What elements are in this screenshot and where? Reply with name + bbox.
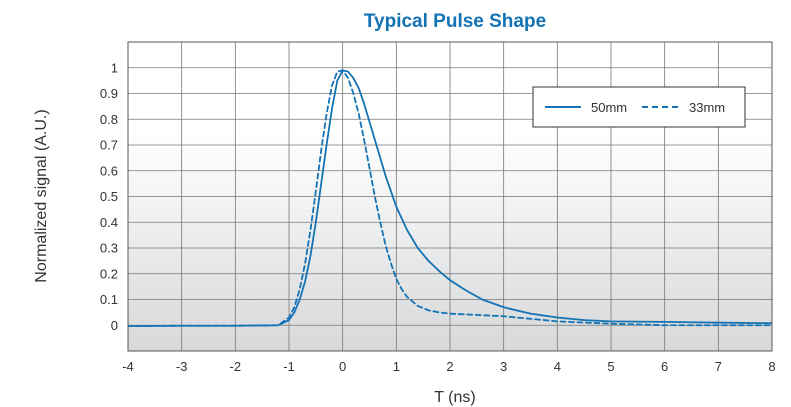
legend: 50mm 33mm (532, 86, 746, 128)
y-tick-label: 0 (111, 318, 118, 333)
x-tick-label: -3 (176, 359, 188, 374)
chart-title: Typical Pulse Shape (364, 11, 546, 32)
legend-label-50mm: 50mm (591, 100, 627, 115)
y-tick-label: 0.8 (100, 112, 118, 127)
x-tick-label: -4 (122, 359, 134, 374)
x-tick-label: 1 (393, 359, 400, 374)
x-tick-label: 4 (554, 359, 561, 374)
x-tick-label: 2 (446, 359, 453, 374)
x-tick-label: 5 (607, 359, 614, 374)
x-tick-label: 6 (661, 359, 668, 374)
y-axis-label: Normalized signal (A.U.) (33, 109, 50, 282)
series-lines (128, 69, 772, 327)
y-tick-label: 0.1 (100, 292, 118, 307)
y-tick-label: 0.5 (100, 189, 118, 204)
y-tick-label: 1 (111, 60, 118, 75)
x-tick-label: 8 (768, 359, 775, 374)
y-tick-label: 0.7 (100, 138, 118, 153)
y-tick-label: 0.3 (100, 241, 118, 256)
y-tick-label: 0.9 (100, 86, 118, 101)
y-tick-label: 0.4 (100, 215, 118, 230)
x-tick-label: 3 (500, 359, 507, 374)
series-line-50mm (128, 69, 772, 327)
plot-border (127, 41, 773, 352)
x-tick-label: 7 (715, 359, 722, 374)
x-tick-label: -2 (230, 359, 242, 374)
x-tick-label: 0 (339, 359, 346, 374)
legend-label-33mm: 33mm (689, 100, 725, 115)
x-tick-label: -1 (283, 359, 295, 374)
y-tick-label: 0.6 (100, 163, 118, 178)
y-tick-labels: 0 0.1 0.2 0.3 0.4 0.5 0.6 0.7 0.8 0.9 1 (100, 60, 118, 333)
x-axis-label: T (ns) (434, 389, 475, 406)
y-tick-label: 0.2 (100, 266, 118, 281)
legend-box (532, 86, 746, 128)
x-tick-labels: -4 -3 -2 -1 0 1 2 3 4 5 6 7 8 (122, 359, 775, 374)
